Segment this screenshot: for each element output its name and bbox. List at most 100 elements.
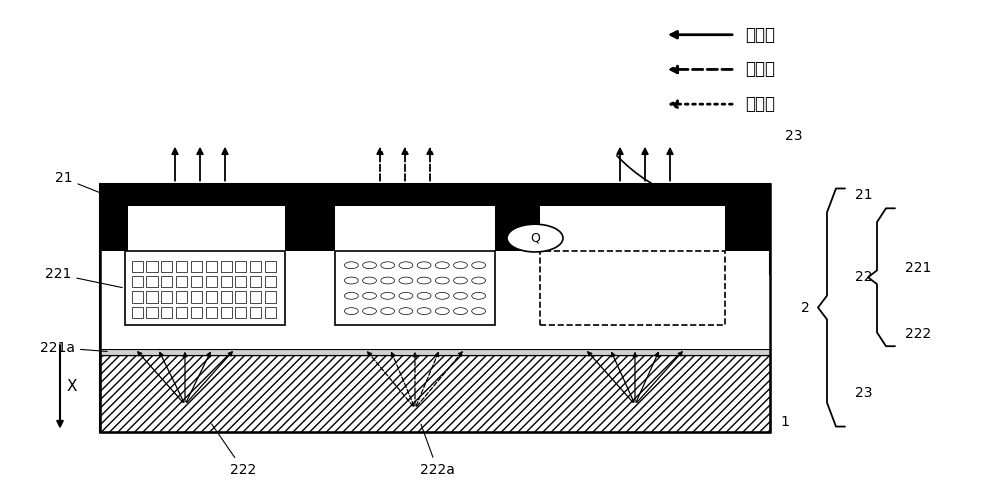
Text: 23: 23 (785, 129, 802, 143)
Text: 222a: 222a (420, 424, 455, 477)
Bar (146, 307, 158, 318)
Text: 第一光: 第一光 (745, 26, 775, 44)
Text: 23: 23 (855, 386, 872, 400)
Circle shape (381, 293, 395, 299)
Bar (235, 276, 246, 287)
Bar (265, 291, 276, 303)
Circle shape (399, 262, 413, 269)
Bar (335, 251, 495, 325)
Bar (100, 184, 770, 432)
Bar (176, 291, 187, 303)
Bar (235, 291, 246, 303)
Circle shape (363, 277, 376, 284)
Bar (221, 291, 232, 303)
Bar (146, 291, 158, 303)
Circle shape (417, 308, 431, 314)
Bar (132, 291, 143, 303)
Circle shape (399, 293, 413, 299)
Bar (191, 291, 202, 303)
Bar (221, 261, 232, 272)
Text: 222: 222 (905, 327, 931, 341)
Circle shape (472, 293, 486, 299)
Bar (100, 206, 128, 251)
Circle shape (454, 262, 467, 269)
Bar (725, 206, 770, 251)
Circle shape (344, 262, 358, 269)
Circle shape (472, 262, 486, 269)
Text: 22: 22 (855, 270, 872, 284)
Bar (285, 206, 335, 251)
Circle shape (344, 277, 358, 284)
Bar (161, 261, 172, 272)
Bar (176, 276, 187, 287)
Circle shape (417, 277, 431, 284)
Bar (265, 307, 276, 318)
Bar (100, 184, 770, 206)
Bar (221, 307, 232, 318)
Bar (176, 261, 187, 272)
Bar (206, 291, 217, 303)
Circle shape (399, 308, 413, 314)
Bar (265, 261, 276, 272)
Circle shape (344, 308, 358, 314)
Bar (250, 307, 261, 318)
Bar (125, 251, 285, 325)
Bar (206, 307, 217, 318)
Bar (206, 261, 217, 272)
Circle shape (454, 293, 467, 299)
Circle shape (399, 277, 413, 284)
Circle shape (417, 293, 431, 299)
Circle shape (435, 293, 449, 299)
Bar (176, 307, 187, 318)
Circle shape (381, 277, 395, 284)
Text: 21: 21 (55, 171, 102, 193)
Bar (161, 307, 172, 318)
Text: 221a: 221a (40, 341, 107, 355)
Bar (495, 206, 540, 251)
Bar (146, 276, 158, 287)
Bar (235, 261, 246, 272)
Bar (100, 355, 770, 432)
Bar (191, 261, 202, 272)
Circle shape (363, 308, 376, 314)
Circle shape (381, 308, 395, 314)
Text: 221: 221 (45, 267, 122, 288)
Circle shape (344, 293, 358, 299)
Circle shape (472, 277, 486, 284)
Bar (100, 349, 770, 355)
Bar (132, 261, 143, 272)
Circle shape (507, 224, 563, 252)
Bar (265, 276, 276, 287)
Circle shape (454, 308, 467, 314)
Text: 第三光: 第三光 (745, 95, 775, 113)
Circle shape (363, 293, 376, 299)
Bar (540, 251, 725, 325)
Text: Q: Q (530, 232, 540, 245)
Bar (206, 276, 217, 287)
Bar (132, 276, 143, 287)
Bar (235, 307, 246, 318)
Text: 222: 222 (212, 424, 256, 477)
Text: 221: 221 (905, 261, 931, 275)
Bar (221, 276, 232, 287)
Text: 2: 2 (801, 301, 810, 314)
Bar (161, 276, 172, 287)
Circle shape (417, 262, 431, 269)
Circle shape (435, 262, 449, 269)
Text: 1: 1 (780, 415, 789, 429)
Bar (250, 261, 261, 272)
Circle shape (435, 308, 449, 314)
Bar (100, 275, 770, 349)
Bar (132, 307, 143, 318)
Bar (146, 261, 158, 272)
Bar (191, 307, 202, 318)
Circle shape (435, 277, 449, 284)
Circle shape (472, 308, 486, 314)
Circle shape (381, 262, 395, 269)
Bar (100, 184, 770, 432)
Bar (161, 291, 172, 303)
Bar (250, 276, 261, 287)
Text: X: X (67, 379, 78, 394)
Bar (250, 291, 261, 303)
Circle shape (363, 262, 376, 269)
